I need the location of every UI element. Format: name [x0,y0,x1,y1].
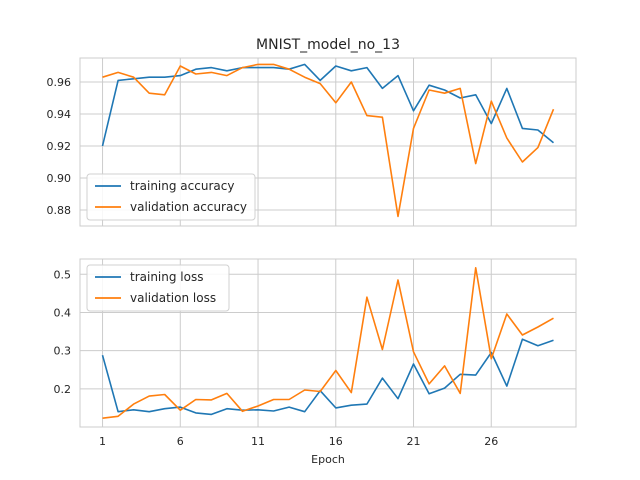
loss-panel: 1 6 11 16 21 260.20.30.40.5 training lossvalid… [54,258,577,448]
legend-label: training loss [130,270,203,284]
training-accuracy-line [101,63,555,147]
plot-frame [79,258,577,428]
legend-label: validation loss [130,291,216,305]
legend: training loss validation loss [86,264,230,312]
y-tick-label: 0.3 [54,345,72,358]
y-tick-label: 0.4 [54,306,72,319]
legend: training accuracy validation accuracy [86,173,256,221]
accuracy-panel: 0.88 0.90 0.92 0.94 0.96 training accuracy val… [47,57,577,227]
x-tick-label: 21 [407,435,421,448]
y-tick-label: 0.92 [47,140,72,153]
x-axis-label: Epoch [311,453,345,466]
validation-accuracy-line [102,63,555,218]
plot-frame [79,57,577,227]
validation-loss-line [102,266,554,419]
x-tick-label: 6 [177,435,184,448]
y-tick-label: 0.96 [47,76,72,89]
chart-title: MNIST_model_no_13 [256,37,400,53]
y-tick-label: 0.5 [54,268,72,281]
y-tick-label: 0.90 [47,172,72,185]
x-tick-label: 26 [484,435,498,448]
y-tick-label: 0.88 [47,204,72,217]
x-tick-label: 1 [99,435,106,448]
legend-label: training accuracy [130,179,234,193]
legend-label: validation accuracy [130,200,247,214]
legend-box [86,264,230,312]
y-tick-label: 0.94 [47,108,72,121]
legend-box [86,173,256,221]
y-tick-label: 0.2 [54,383,72,396]
x-tick-label: 16 [329,435,343,448]
x-tick-label: 11 [251,435,265,448]
